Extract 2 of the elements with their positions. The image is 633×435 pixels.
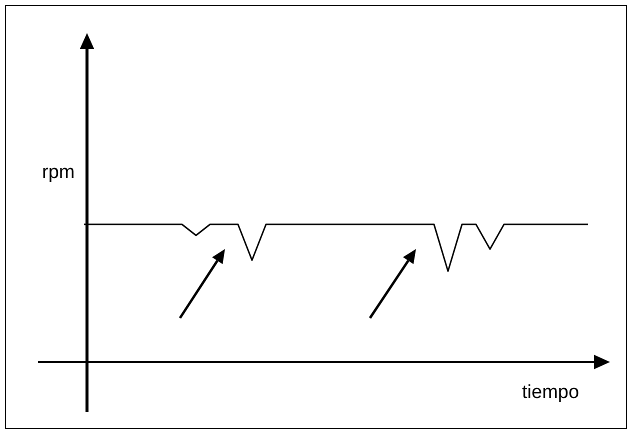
x-axis-title: tiempo	[522, 382, 580, 404]
y-axis-title: rpm	[42, 162, 75, 184]
